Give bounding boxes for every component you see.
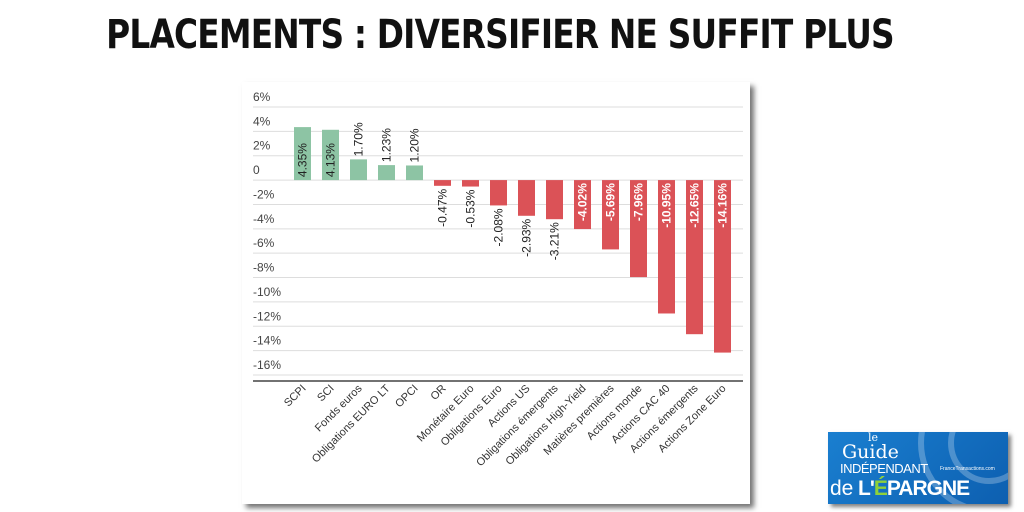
y-tick-label: -16% xyxy=(253,358,281,372)
bar xyxy=(714,180,731,353)
data-label: -10.95% xyxy=(660,183,674,228)
y-tick-label: -2% xyxy=(253,187,275,201)
bar xyxy=(294,127,311,181)
logo-text: INDÉPENDANT xyxy=(840,461,928,476)
bar xyxy=(490,180,507,206)
logo-text: le xyxy=(868,432,879,444)
bar-chart: 6% 4% 2% 0 -2% -4% -6% -8% -10% -12% -14% -16% 4.35%… xyxy=(253,90,743,469)
x-tick-label: SCI xyxy=(315,383,336,404)
logo-text: Guide xyxy=(842,441,899,463)
data-label: -2.08% xyxy=(492,208,506,246)
data-label: -0.53% xyxy=(464,189,478,227)
logo-site: FranceTransactions.com xyxy=(940,466,995,472)
data-label: -12.65% xyxy=(688,183,702,228)
data-label: 4.13% xyxy=(324,143,338,177)
data-label: 1.23% xyxy=(380,128,394,162)
y-tick-label: -14% xyxy=(253,334,281,348)
y-tick-label: -6% xyxy=(253,236,275,250)
logo-text: L' xyxy=(858,477,875,500)
bar xyxy=(518,180,535,216)
y-tick-label: 4% xyxy=(253,114,271,128)
bar xyxy=(658,180,675,314)
bar xyxy=(630,180,647,278)
data-label: -2.93% xyxy=(520,218,534,256)
bar xyxy=(602,180,619,250)
logo-text: É xyxy=(873,477,888,500)
y-tick-label: -4% xyxy=(253,212,275,226)
logo-text: L'ÉPARGNE xyxy=(858,477,970,500)
bar xyxy=(350,159,367,181)
chart-card: 6% 4% 2% 0 -2% -4% -6% -8% -10% -12% -14% -16% 4.35%… xyxy=(242,82,750,504)
x-tick-label: OR xyxy=(428,383,448,403)
y-tick-label: -8% xyxy=(253,261,275,275)
data-label: -4.02% xyxy=(576,183,590,221)
bar xyxy=(322,129,339,181)
x-tick-label: SCPI xyxy=(282,383,309,410)
y-tick-label: -12% xyxy=(253,309,281,323)
bar xyxy=(574,180,591,230)
bar xyxy=(378,165,395,181)
bar xyxy=(406,165,423,181)
data-label: 1.20% xyxy=(408,128,422,162)
x-tick-label: OPCI xyxy=(393,383,421,411)
bar xyxy=(434,180,451,186)
y-tick-label: 6% xyxy=(253,90,271,104)
data-label: -5.69% xyxy=(604,183,618,221)
logo-text: de xyxy=(830,477,854,500)
y-tick-label: 2% xyxy=(253,139,271,153)
data-label: -14.16% xyxy=(716,183,730,228)
data-label: 4.35% xyxy=(296,143,310,177)
bar xyxy=(546,180,563,220)
data-label: 1.70% xyxy=(352,122,366,156)
guide-epargne-logo[interactable]: le Guide INDÉPENDANT FranceTransactions.… xyxy=(828,432,1008,504)
y-tick-label: 0 xyxy=(253,163,260,177)
logo-text: PARGNE xyxy=(886,477,970,500)
bar xyxy=(686,180,703,335)
y-tick-label: -10% xyxy=(253,285,281,299)
bar xyxy=(462,180,479,187)
data-label: -7.96% xyxy=(632,183,646,221)
data-label: -0.47% xyxy=(436,188,450,226)
page-title: PLACEMENTS : DIVERSIFIER NE SUFFIT PLUS xyxy=(106,12,894,58)
data-label: -3.21% xyxy=(548,222,562,260)
